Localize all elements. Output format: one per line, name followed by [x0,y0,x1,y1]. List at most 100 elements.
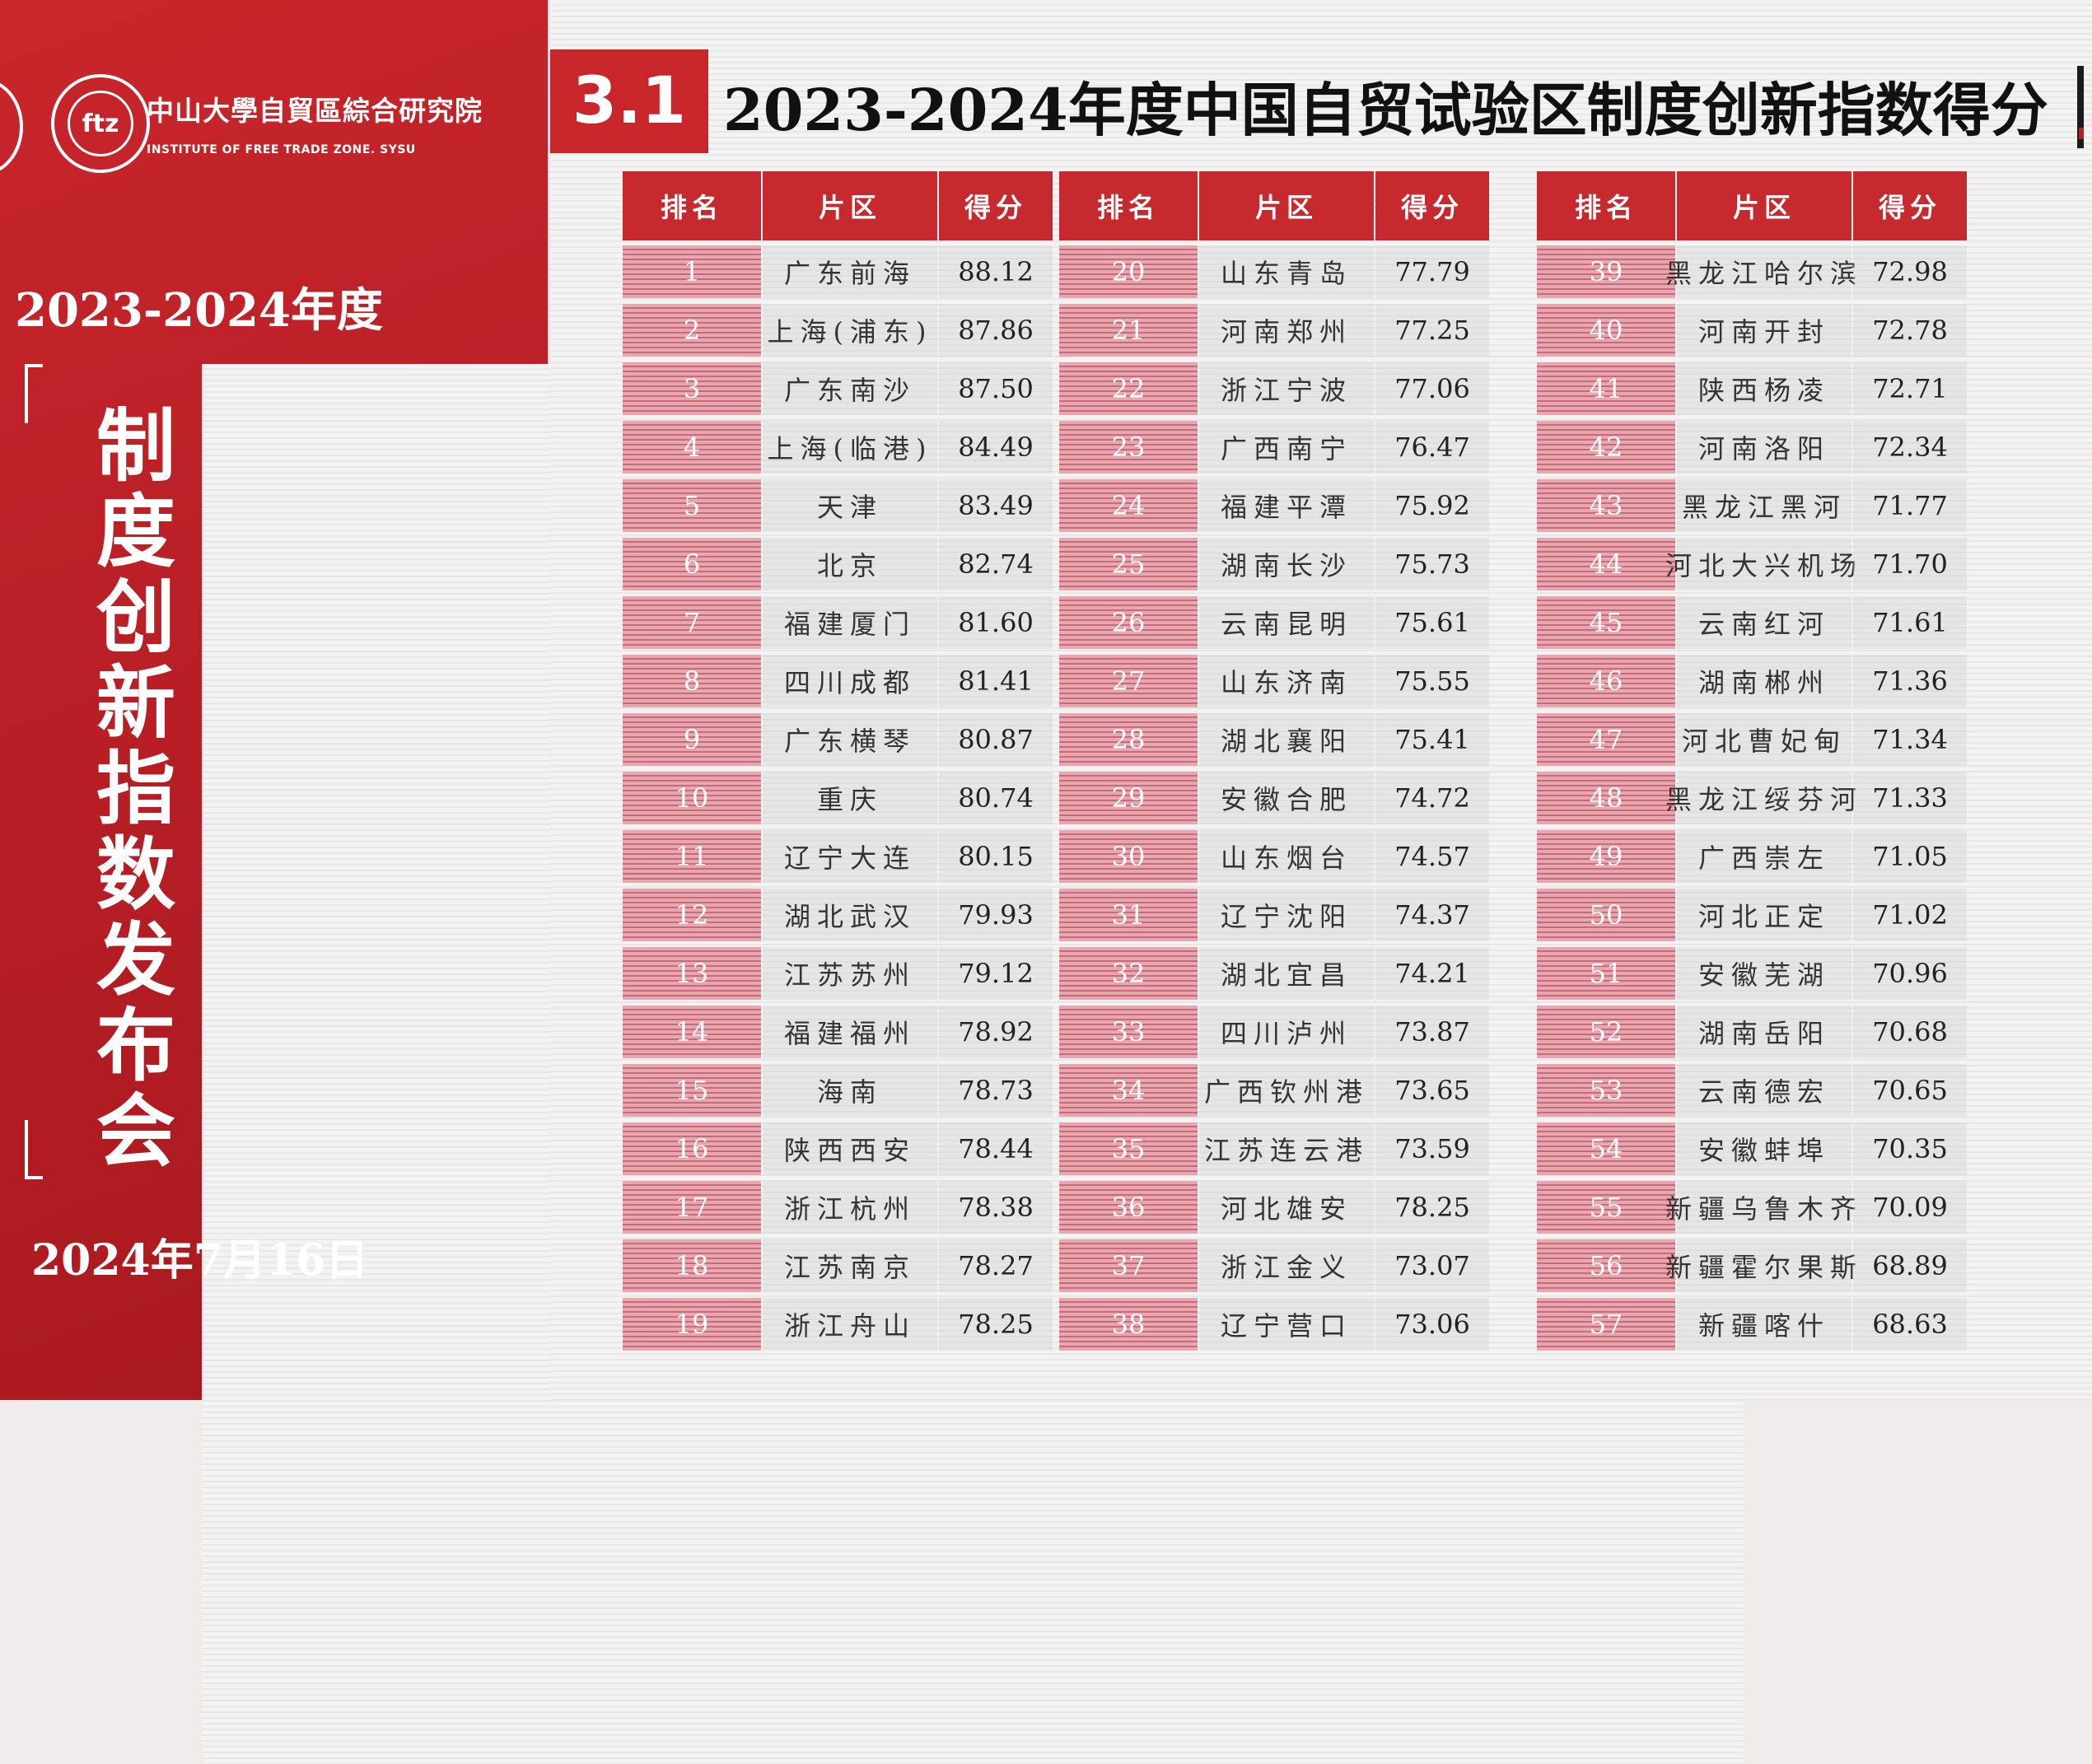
table-cell-rank: 17 [623,1181,761,1234]
table-cell-score: 73.07 [1375,1239,1489,1292]
table-cell-score: 81.60 [939,596,1053,649]
table-cell-name: 河北大兴机场 [1665,538,1856,590]
column-header: 片区 [763,171,937,240]
table-cell-rank: 40 [1537,304,1675,357]
table-cell-name: 河北正定 [1677,889,1852,941]
table-cell-score: 70.68 [1853,1006,1967,1058]
table-cell-name: 福建福州 [763,1006,937,1058]
table-cell-name: 新疆霍尔果斯 [1665,1239,1856,1292]
table-cell-name: 黑龙江哈尔滨 [1665,245,1856,298]
table-cell-name: 江苏苏州 [763,947,937,1000]
table-cell-score: 78.44 [939,1122,1053,1175]
table-cell-rank: 47 [1537,713,1675,766]
table-cell-name: 新疆喀什 [1677,1298,1852,1351]
table-cell-rank: 21 [1059,304,1198,357]
table-cell-score: 70.35 [1853,1122,1967,1175]
table-cell-rank: 22 [1059,362,1198,415]
table-cell-score: 81.41 [939,655,1053,707]
table-cell-score: 70.65 [1853,1064,1967,1117]
table-cell-rank: 10 [623,772,761,824]
table-cell-name: 湖南郴州 [1677,655,1852,707]
table-cell-score: 70.96 [1853,947,1967,1000]
table-cell-score: 78.73 [939,1064,1053,1117]
table-cell-score: 71.33 [1853,772,1967,824]
column-header: 片区 [1199,171,1374,240]
table-cell-name: 湖北武汉 [763,889,937,941]
partial-logo-icon [0,78,23,175]
table-cell-score: 79.12 [939,947,1053,1000]
table-cell-rank: 3 [623,362,761,415]
section-number: 3.1 [550,49,708,153]
table-cell-name: 福建厦门 [763,596,937,649]
table-cell-rank: 38 [1059,1298,1198,1351]
table-cell-score: 68.63 [1853,1298,1967,1351]
table-cell-name: 江苏连云港 [1199,1122,1374,1175]
event-date: 2024年7月16日 [31,1235,369,1286]
table-cell-score: 87.86 [939,304,1053,357]
table-cell-rank: 4 [623,421,761,474]
table-cell-name: 湖北襄阳 [1199,713,1374,766]
table-cell-score: 71.36 [1853,655,1967,707]
table-cell-name: 广西崇左 [1677,830,1852,883]
table-cell-rank: 11 [623,830,761,883]
table-cell-rank: 2 [623,304,761,357]
table-cell-rank: 45 [1537,596,1675,649]
table-cell-name: 浙江杭州 [763,1181,937,1234]
table-cell-name: 山东烟台 [1199,830,1374,883]
table-cell-name: 安徽芜湖 [1677,947,1852,1000]
table-cell-rank: 9 [623,713,761,766]
table-cell-name: 辽宁沈阳 [1199,889,1374,941]
table-cell-score: 71.34 [1853,713,1967,766]
table-cell-rank: 36 [1059,1181,1198,1234]
table-cell-name: 湖南岳阳 [1677,1006,1852,1058]
table-cell-name: 黑龙江黑河 [1677,479,1852,532]
table-cell-name: 云南德宏 [1677,1064,1852,1117]
institute-name-en: INSTITUTE OF FREE TRADE ZONE. SYSU [147,143,416,156]
institute-logo-icon: ftz [51,74,150,173]
table-cell-score: 80.74 [939,772,1053,824]
table-cell-name: 江苏南京 [763,1239,937,1292]
table-cell-score: 80.87 [939,713,1053,766]
table-cell-score: 71.70 [1853,538,1967,590]
table-cell-name: 海南 [763,1064,937,1117]
table-cell-rank: 37 [1059,1239,1198,1292]
table-cell-name: 陕西西安 [763,1122,937,1175]
table-cell-name: 广东南沙 [763,362,937,415]
table-cell-score: 75.55 [1375,655,1489,707]
frame-corner-tl [25,364,43,423]
table-cell-name: 河北曹妃甸 [1677,713,1852,766]
table-cell-rank: 30 [1059,830,1198,883]
table-cell-rank: 41 [1537,362,1675,415]
table-cell-name: 浙江金义 [1199,1239,1374,1292]
table-cell-rank: 24 [1059,479,1198,532]
table-cell-name: 四川成都 [763,655,937,707]
table-cell-score: 88.12 [939,245,1053,298]
table-cell-rank: 54 [1537,1122,1675,1175]
table-cell-score: 71.77 [1853,479,1967,532]
table-cell-score: 75.61 [1375,596,1489,649]
table-cell-name: 新疆乌鲁木齐 [1665,1181,1856,1234]
table-cell-score: 72.34 [1853,421,1967,474]
table-cell-name: 浙江宁波 [1199,362,1374,415]
table-cell-score: 71.02 [1853,889,1967,941]
table-cell-name: 安徽蚌埠 [1677,1122,1852,1175]
table-cell-score: 84.49 [939,421,1053,474]
table-cell-score: 73.65 [1375,1064,1489,1117]
table-cell-rank: 44 [1537,538,1675,590]
left-title-panel: ftz 中山大學自貿區綜合研究院 INSTITUTE OF FREE TRADE… [0,0,1744,1764]
table-cell-name: 黑龙江绥芬河 [1665,772,1856,824]
table-cell-name: 河南郑州 [1199,304,1374,357]
table-cell-rank: 20 [1059,245,1198,298]
table-cell-score: 87.50 [939,362,1053,415]
table-cell-score: 74.72 [1375,772,1489,824]
table-cell-rank: 57 [1537,1298,1675,1351]
table-cell-rank: 31 [1059,889,1198,941]
table-cell-name: 辽宁大连 [763,830,937,883]
year-title: 2023-2024年度 [15,283,383,338]
table-cell-name: 福建平潭 [1199,479,1374,532]
table-cell-name: 安徽合肥 [1199,772,1374,824]
table-cell-score: 77.25 [1375,304,1489,357]
table-cell-name: 广西钦州港 [1199,1064,1374,1117]
table-cell-name: 河南洛阳 [1677,421,1852,474]
column-header: 得分 [939,171,1053,240]
